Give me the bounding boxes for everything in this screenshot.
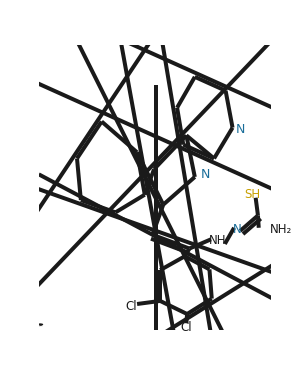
Text: N: N [201, 168, 210, 181]
Text: N: N [236, 124, 245, 137]
Text: SH: SH [245, 188, 261, 201]
Text: Cl: Cl [125, 300, 137, 313]
Text: N: N [233, 223, 242, 236]
Text: Cl: Cl [181, 321, 192, 334]
Text: NH: NH [208, 234, 226, 247]
Text: NH₂: NH₂ [269, 223, 292, 236]
